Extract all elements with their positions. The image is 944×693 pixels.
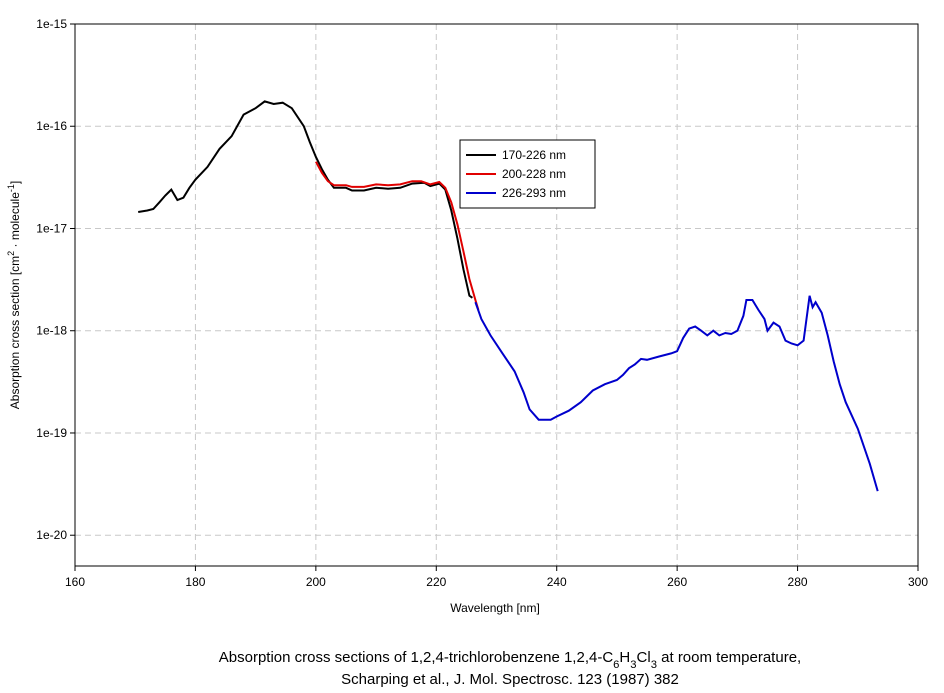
x-tick-label: 160 [65,575,85,589]
x-tick-label: 260 [667,575,687,589]
legend-label: 200-228 nm [502,167,566,181]
x-axis-label: Wavelength [nm] [450,601,540,615]
x-tick-label: 240 [547,575,567,589]
text-part: Absorption cross sections of 1,2,4-trich… [219,649,614,666]
chart-title: Scharping et al., J. Mol. Spectrosc. 123… [341,671,679,688]
text-part: Scharping et al., J. Mol. Spectrosc. 123… [341,671,679,688]
series-line [315,161,480,311]
x-tick-label: 220 [426,575,446,589]
y-tick-label: 1e-16 [36,119,67,133]
series-line [138,100,473,299]
text-part: Cl [637,649,651,666]
chart-title: Absorption cross sections of 1,2,4-trich… [219,649,801,671]
y-tick-label: 1e-15 [36,17,67,31]
plot-frame [74,23,919,567]
y-axis-label: Absorption cross section [cm2 · molecule… [6,181,22,409]
text-part: Absorption cross section [cm [8,256,22,409]
y-tick-label: 1e-17 [36,221,67,235]
x-tick-label: 300 [908,575,928,589]
x-tick-label: 280 [788,575,808,589]
legend-label: 226-293 nm [502,186,566,200]
text-part: ] [8,181,22,184]
y-tick-label: 1e-18 [36,324,67,338]
y-tick-label: 1e-19 [36,426,67,440]
text-part: 2 [6,251,16,256]
text-part: 3 [651,659,657,671]
text-part: -1 [6,184,16,192]
legend-label: 170-226 nm [502,148,566,162]
text-part: 3 [630,659,636,671]
text-part: H [619,649,630,666]
series-line [474,295,879,492]
text-part: · molecule [8,192,22,251]
x-tick-label: 200 [306,575,326,589]
text-part: 6 [613,659,619,671]
text-part: at room temperature, [657,649,801,666]
y-tick-label: 1e-20 [36,528,67,542]
x-tick-label: 180 [185,575,205,589]
